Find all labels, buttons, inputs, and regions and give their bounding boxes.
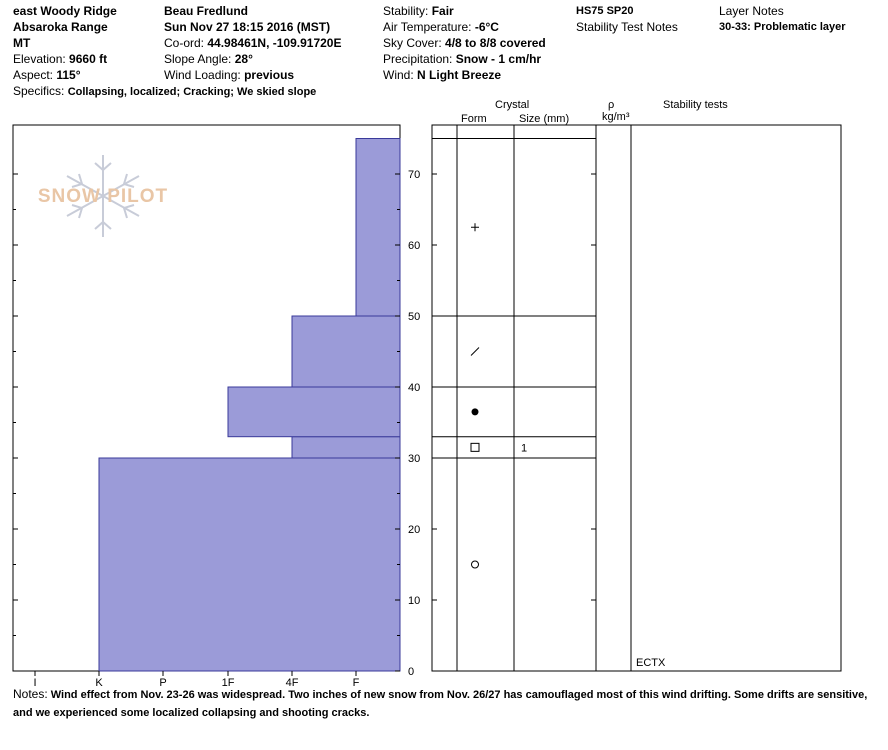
- aspect-value: 115°: [56, 68, 81, 82]
- elevation-row: Elevation: 9660 ft: [13, 52, 107, 66]
- hardness-bar: [227, 386, 401, 438]
- range-name: Absaroka Range: [13, 20, 108, 34]
- stability-tests-header: Stability tests: [663, 99, 728, 111]
- air-temp-value: -6°C: [474, 20, 499, 34]
- layer-notes-label: Layer Notes: [719, 4, 784, 18]
- stability-test-result: ECTX: [636, 657, 666, 669]
- sky-value: 4/8 to 8/8 covered: [445, 36, 546, 50]
- hardness-tick-label: P: [159, 677, 166, 689]
- notes-label: Notes:: [13, 687, 48, 701]
- slope-value: 28°: [234, 52, 253, 66]
- notes-text: Wind effect from Nov. 23-26 was widespre…: [13, 689, 868, 719]
- density-unit: kg/m³: [602, 111, 630, 123]
- sky-label: Sky Cover:: [383, 36, 442, 50]
- density-symbol: ρ: [608, 99, 615, 111]
- hardness-tick-label: F: [353, 677, 360, 689]
- decomposing-fragments-symbol: [470, 347, 480, 356]
- precip-label: Precipitation:: [383, 52, 453, 66]
- height-tick-label: 70: [408, 169, 420, 181]
- sky-row: Sky Cover: 4/8 to 8/8 covered: [383, 36, 546, 50]
- slope-label: Slope Angle:: [164, 52, 232, 66]
- stability-value: Fair: [431, 4, 454, 18]
- hardness-bar: [98, 457, 401, 672]
- crystal-forms: 1: [470, 223, 527, 569]
- hardness-axis: I K P 1F 4F F: [33, 671, 360, 689]
- precip-row: Precipitation: Snow - 1 cm/hr: [383, 52, 541, 66]
- wind-loading-label: Wind Loading:: [164, 68, 241, 82]
- height-tick-label: 10: [408, 595, 420, 607]
- specifics-value: Collapsing, localized; Cracking; We skie…: [67, 86, 317, 98]
- wind-loading-row: Wind Loading: previous: [164, 68, 294, 82]
- wind-row: Wind: N Light Breeze: [383, 68, 501, 82]
- hardness-tick-label: 1F: [222, 677, 235, 689]
- hardness-tick-label: 4F: [286, 677, 299, 689]
- snowpilot-logo: SNOW PILOT: [38, 155, 168, 237]
- elevation-label: Elevation:: [13, 52, 66, 66]
- state-name: MT: [13, 36, 31, 50]
- location-name: east Woody Ridge: [13, 4, 117, 18]
- snowflake-icon: [66, 155, 140, 237]
- form-header: Form: [461, 113, 487, 125]
- observer-name: Beau Fredlund: [164, 4, 249, 18]
- hardness-bars: [98, 138, 401, 672]
- height-tick-label: 20: [408, 524, 420, 536]
- air-temp-label: Air Temperature:: [383, 20, 472, 34]
- air-temp-row: Air Temperature: -6°C: [383, 20, 499, 34]
- slope-row: Slope Angle: 28°: [164, 52, 253, 66]
- wind-label: Wind:: [383, 68, 414, 82]
- faceted-crystals-symbol: [470, 442, 480, 452]
- layer-table-frame: [431, 124, 842, 672]
- stability-label: Stability:: [383, 4, 429, 18]
- coord-label: Co-ord:: [164, 36, 205, 50]
- hardness-bar: [291, 436, 401, 459]
- height-tick-label: 50: [408, 311, 420, 323]
- aspect-label: Aspect:: [13, 68, 54, 82]
- layer-boundaries: [432, 138, 596, 459]
- crystal-size-label: 1: [521, 442, 527, 454]
- specifics-label: Specifics:: [13, 84, 65, 98]
- elevation-value: 9660 ft: [69, 52, 108, 66]
- precip-value: Snow - 1 cm/hr: [455, 52, 542, 66]
- rounded-grains-symbol: [471, 408, 479, 416]
- observation-datetime: Sun Nov 27 18:15 2016 (MST): [164, 20, 331, 34]
- stability-row: Stability: Fair: [383, 4, 454, 18]
- height-tick-label: 60: [408, 240, 420, 252]
- hs-sp-value: HS75 SP20: [576, 5, 634, 17]
- melt-forms-symbol: [471, 560, 479, 569]
- hardness-tick-label: K: [95, 677, 103, 689]
- notes-block: Notes: Wind effect from Nov. 23-26 was w…: [13, 685, 883, 722]
- stability-test-notes-label: Stability Test Notes: [576, 20, 678, 34]
- height-tick-label: 40: [408, 382, 420, 394]
- specifics-row: Specifics: Collapsing, localized; Cracki…: [13, 84, 316, 99]
- logo-text: SNOW PILOT: [38, 186, 168, 207]
- hardness-bar: [291, 315, 401, 388]
- crystal-header: Crystal: [495, 99, 530, 111]
- hardness-tick-label: I: [33, 677, 36, 689]
- size-header: Size (mm): [519, 113, 570, 125]
- coord-value: 44.98461N, -109.91720E: [207, 36, 342, 50]
- layer-note: 30-33: Problematic layer: [719, 21, 846, 33]
- hardness-bar: [355, 138, 401, 317]
- coord-row: Co-ord: 44.98461N, -109.91720E: [164, 36, 341, 50]
- height-tick-label: 30: [408, 453, 420, 465]
- height-tick-label: 0: [408, 666, 414, 678]
- wind-loading-value: previous: [244, 68, 295, 82]
- wind-value: N Light Breeze: [417, 68, 502, 82]
- aspect-row: Aspect: 115°: [13, 68, 81, 82]
